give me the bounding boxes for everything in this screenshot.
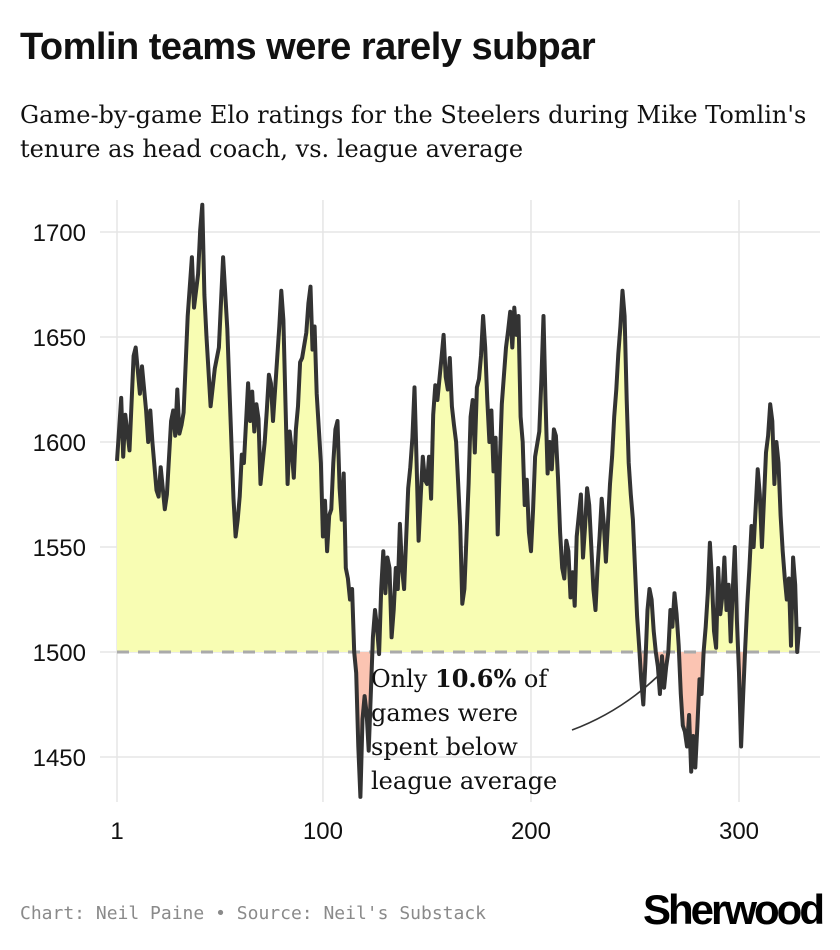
y-tick-label: 1600 [33, 430, 86, 457]
x-tick-label: 100 [303, 818, 343, 845]
x-tick-label: 200 [511, 818, 551, 845]
x-tick-label: 300 [719, 818, 759, 845]
annotation: Only 10.6% of games were spent below lea… [371, 662, 557, 798]
area-fills [117, 204, 800, 797]
above-average-area [117, 204, 800, 652]
chart-subtitle: Game-by-game Elo ratings for the Steeler… [20, 101, 807, 163]
elo-line [115, 202, 802, 799]
bullet-separator: • [215, 903, 226, 924]
annotation-line-4: league average [371, 767, 558, 795]
y-tick-label: 1700 [33, 220, 86, 247]
annotation-percent: 10.6% [435, 664, 517, 693]
y-tick-label: 1650 [33, 325, 86, 352]
x-tick-label: 1 [110, 818, 123, 845]
annotation-arrow [571, 675, 659, 731]
annotation-line-3: spent below [371, 733, 518, 761]
chart-title: Tomlin teams were rarely subpar [20, 26, 596, 68]
y-axis: 1450 1500 1550 1600 1650 1700 [33, 220, 86, 772]
annotation-line-1: Only 10.6% of [371, 664, 548, 693]
sherwood-logo: Sherwood [642, 886, 825, 933]
annotation-line-2: games were [371, 699, 518, 727]
y-tick-label: 1550 [33, 535, 86, 562]
x-axis: 1 100 200 300 [110, 818, 759, 845]
footer-credit: Chart: Neil Paine • Source: Neil's Subst… [20, 903, 487, 924]
y-tick-label: 1450 [33, 745, 86, 772]
elo-chart: 1450 1500 1550 1600 1650 1700 1 100 200 300 [33, 200, 820, 845]
y-tick-label: 1500 [33, 640, 86, 667]
